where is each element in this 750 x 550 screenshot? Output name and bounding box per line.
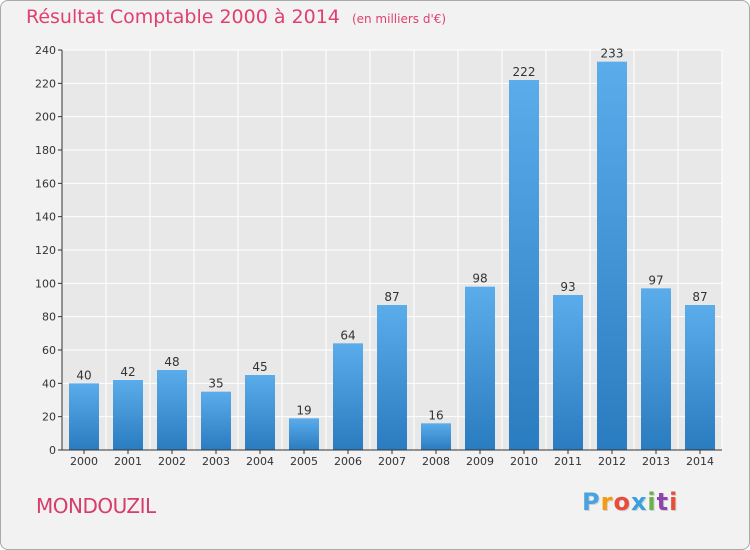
y-tick-label: 100 [35, 277, 56, 290]
bar-2004 [245, 375, 275, 450]
x-tick-label: 2002 [158, 455, 186, 468]
logo-letter: o [613, 488, 631, 516]
x-tick-label: 2011 [554, 455, 582, 468]
y-tick-label: 60 [42, 344, 56, 357]
data-label: 35 [208, 377, 223, 391]
bar-2005 [289, 418, 319, 450]
x-tick-label: 2012 [598, 455, 626, 468]
y-tick-label: 140 [35, 211, 56, 224]
y-tick-label: 220 [35, 77, 56, 90]
x-tick-label: 2004 [246, 455, 274, 468]
chart-title-text: Résultat Comptable 2000 à 2014 [26, 6, 340, 28]
y-tick-label: 0 [49, 444, 56, 457]
data-label: 222 [513, 65, 536, 79]
bar-2014 [685, 305, 715, 450]
x-tick-label: 2001 [114, 455, 142, 468]
chart-title: Résultat Comptable 2000 à 2014 (en milli… [26, 6, 446, 28]
bar-2013 [641, 288, 671, 450]
data-label: 233 [601, 47, 624, 61]
x-tick-label: 2000 [70, 455, 98, 468]
y-tick-label: 120 [35, 244, 56, 257]
bar-2001 [113, 380, 143, 450]
x-tick-label: 2009 [466, 455, 494, 468]
bar-2011 [553, 295, 583, 450]
data-label: 19 [296, 403, 311, 417]
data-label: 48 [164, 355, 179, 369]
logo-letter: t [656, 488, 670, 516]
commune-name: MONDOUZIL [36, 494, 156, 518]
bars: 40 42 48 35 45 19 64 87 16 98 222 93 233 97 87 [69, 47, 715, 451]
logo-letter: i [647, 488, 657, 516]
data-label: 98 [472, 272, 487, 286]
data-label: 42 [120, 365, 135, 379]
x-tick-label: 2008 [422, 455, 450, 468]
x-tick-label: 2010 [510, 455, 538, 468]
y-tick-label: 200 [35, 111, 56, 124]
y-tick-label: 40 [42, 377, 56, 390]
bar-2012 [597, 61, 627, 451]
x-tick-label: 2007 [378, 455, 406, 468]
data-label: 97 [648, 273, 663, 287]
x-tick-label: 2014 [686, 455, 714, 468]
x-tick-label: 2006 [334, 455, 362, 468]
data-label: 93 [560, 280, 575, 294]
x-tick-label: 2005 [290, 455, 318, 468]
x-tick-label: 2003 [202, 455, 230, 468]
bar-2010 [509, 80, 539, 450]
logo-letter: x [630, 488, 648, 516]
bar-2007 [377, 305, 407, 450]
data-label: 16 [428, 408, 443, 422]
bar-2003 [201, 391, 231, 450]
data-label: 87 [384, 290, 399, 304]
data-label: 87 [692, 290, 707, 304]
data-label: 40 [76, 368, 91, 382]
bar-2009 [465, 286, 495, 450]
x-tick-label: 2013 [642, 455, 670, 468]
y-tick-label: 20 [42, 411, 56, 424]
y-tick-label: 240 [35, 44, 56, 57]
proxiti-logo: Proxiti [582, 488, 678, 516]
axes: 0 20 40 60 80 100 120 140 160 180 200 220 240 2000 200… [35, 44, 722, 468]
data-label: 45 [252, 360, 267, 374]
logo-letter: i [669, 488, 679, 516]
logo-letter: r [600, 488, 614, 516]
bar-2000 [69, 383, 99, 450]
y-tick-label: 180 [35, 144, 56, 157]
y-tick-label: 160 [35, 177, 56, 190]
chart-unit: (en milliers d'€) [351, 12, 447, 26]
bar-2002 [157, 370, 187, 450]
y-tick-label: 80 [42, 311, 56, 324]
data-label: 64 [340, 328, 355, 342]
bar-2006 [333, 343, 363, 450]
bar-2008 [421, 423, 451, 450]
logo-letter: P [582, 488, 601, 516]
